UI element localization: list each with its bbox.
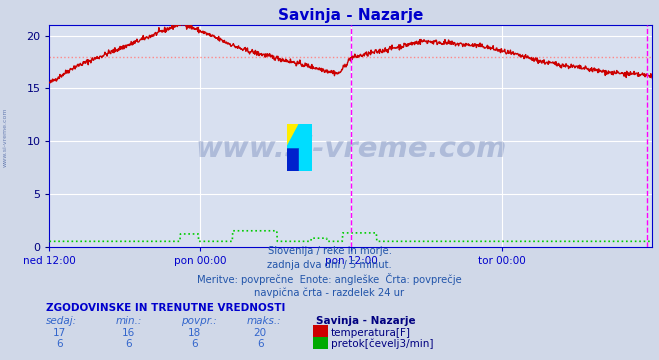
Text: 6: 6 bbox=[191, 339, 198, 350]
Text: temperatura[F]: temperatura[F] bbox=[331, 328, 411, 338]
Text: 16: 16 bbox=[122, 328, 135, 338]
Bar bbox=[299, 148, 312, 171]
Polygon shape bbox=[287, 124, 299, 148]
Text: www.si-vreme.com: www.si-vreme.com bbox=[195, 135, 507, 163]
Text: 6: 6 bbox=[56, 339, 63, 350]
Text: navpična črta - razdelek 24 ur: navpična črta - razdelek 24 ur bbox=[254, 287, 405, 298]
Text: pretok[čevelj3/min]: pretok[čevelj3/min] bbox=[331, 339, 434, 350]
Text: zadnja dva dni / 5 minut.: zadnja dva dni / 5 minut. bbox=[267, 260, 392, 270]
Text: www.si-vreme.com: www.si-vreme.com bbox=[3, 107, 8, 167]
Text: maks.:: maks.: bbox=[247, 316, 282, 326]
Text: 18: 18 bbox=[188, 328, 201, 338]
Text: min.:: min.: bbox=[115, 316, 142, 326]
Text: Meritve: povprečne  Enote: angleške  Črta: povprečje: Meritve: povprečne Enote: angleške Črta:… bbox=[197, 273, 462, 285]
Text: 17: 17 bbox=[53, 328, 66, 338]
Bar bbox=[287, 148, 299, 171]
Text: ZGODOVINSKE IN TRENUTNE VREDNOSTI: ZGODOVINSKE IN TRENUTNE VREDNOSTI bbox=[46, 303, 285, 314]
Polygon shape bbox=[287, 124, 299, 148]
Text: Savinja - Nazarje: Savinja - Nazarje bbox=[316, 316, 416, 326]
Text: povpr.:: povpr.: bbox=[181, 316, 217, 326]
Title: Savinja - Nazarje: Savinja - Nazarje bbox=[278, 8, 424, 23]
Bar bbox=[299, 124, 312, 148]
Text: 20: 20 bbox=[254, 328, 267, 338]
Text: 6: 6 bbox=[257, 339, 264, 350]
Text: Slovenija / reke in morje.: Slovenija / reke in morje. bbox=[268, 246, 391, 256]
Bar bbox=[287, 124, 299, 148]
Text: 6: 6 bbox=[125, 339, 132, 350]
Text: sedaj:: sedaj: bbox=[46, 316, 77, 326]
